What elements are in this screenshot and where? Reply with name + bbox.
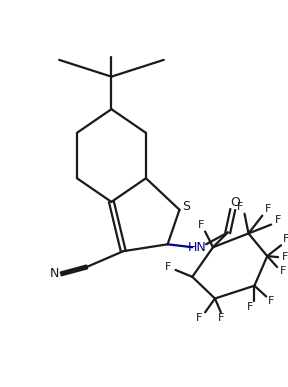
Text: S: S: [182, 200, 190, 213]
Text: F: F: [280, 266, 286, 276]
Text: N: N: [50, 267, 59, 280]
Text: HN: HN: [188, 241, 206, 254]
Text: F: F: [164, 262, 171, 272]
Text: F: F: [218, 313, 224, 323]
Text: F: F: [265, 204, 271, 214]
Text: F: F: [275, 215, 281, 224]
Text: F: F: [196, 313, 202, 323]
Text: F: F: [282, 252, 288, 262]
Text: F: F: [236, 202, 243, 212]
Text: F: F: [283, 235, 288, 244]
Text: F: F: [198, 219, 204, 229]
Text: F: F: [268, 296, 274, 307]
Text: O: O: [231, 196, 240, 209]
Text: F: F: [247, 302, 254, 312]
